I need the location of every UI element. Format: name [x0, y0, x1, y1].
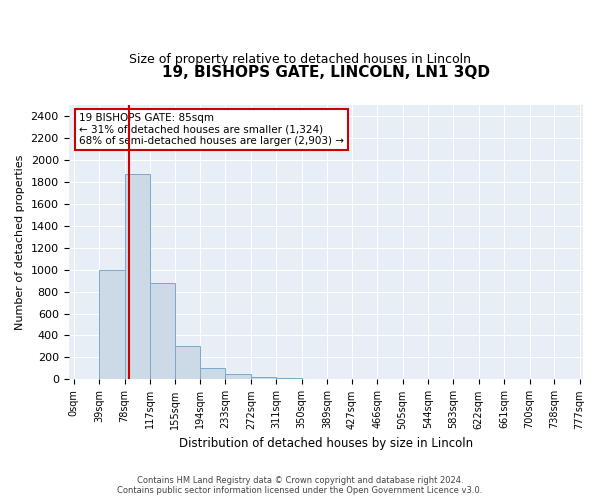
Bar: [150, 283, 175, 380]
Text: Size of property relative to detached houses in Lincoln: Size of property relative to detached ho…: [129, 52, 471, 66]
Bar: [74, 379, 99, 380]
Bar: [251, 376, 276, 380]
Bar: [200, 368, 226, 380]
Bar: [226, 374, 251, 380]
Bar: [175, 346, 200, 380]
Bar: [99, 270, 125, 380]
Y-axis label: Number of detached properties: Number of detached properties: [15, 154, 25, 330]
Title: 19, BISHOPS GATE, LINCOLN, LN1 3QD: 19, BISHOPS GATE, LINCOLN, LN1 3QD: [162, 65, 490, 80]
Text: 19 BISHOPS GATE: 85sqm
← 31% of detached houses are smaller (1,324)
68% of semi-: 19 BISHOPS GATE: 85sqm ← 31% of detached…: [79, 113, 344, 146]
Bar: [125, 174, 150, 380]
Bar: [276, 378, 302, 380]
X-axis label: Distribution of detached houses by size in Lincoln: Distribution of detached houses by size …: [179, 437, 473, 450]
Text: Contains HM Land Registry data © Crown copyright and database right 2024.
Contai: Contains HM Land Registry data © Crown c…: [118, 476, 482, 495]
